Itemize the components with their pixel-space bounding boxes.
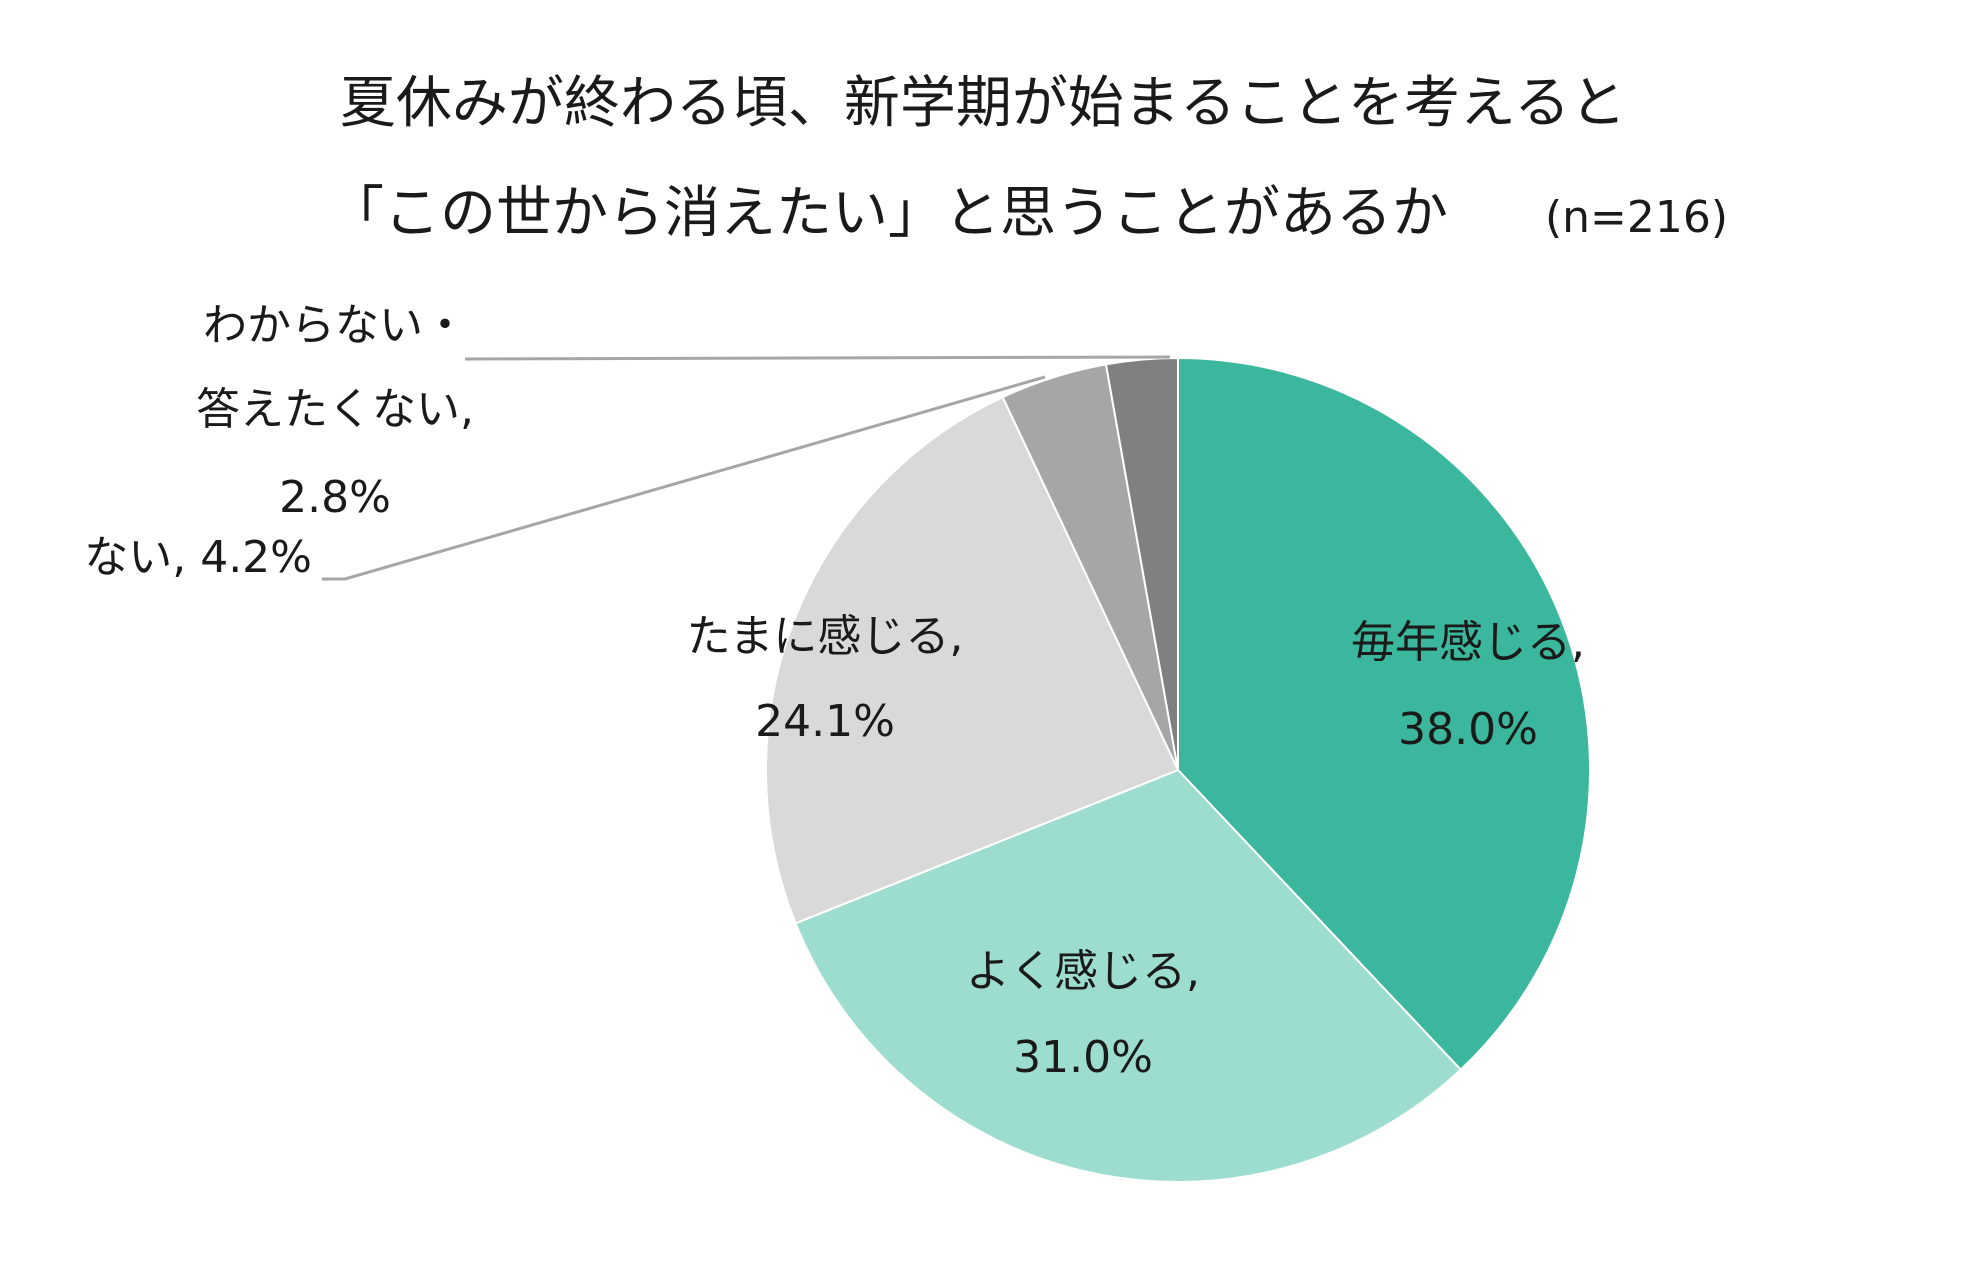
slice-label-maitoshi: 毎年感じる, xyxy=(1351,617,1585,668)
slice-percent-maitoshi: 38.0% xyxy=(1398,704,1538,755)
pie-slice-yoku xyxy=(794,768,1463,1183)
pie-slice-tamani xyxy=(765,395,1180,925)
slice-label-nai: ない, 4.2% xyxy=(84,532,312,583)
chart-title-line1: 夏休みが終わる頃、新学期が始まることを考えると xyxy=(340,71,1626,136)
slice-label-wakaranai-line1: わからない・ xyxy=(203,300,467,351)
leader-line-wakaranai xyxy=(464,355,1171,361)
pie-slices xyxy=(765,356,1591,1183)
slice-label-tamani: たまに感じる, xyxy=(687,611,964,662)
chart-title-line2: 「この世から消えたい」と思うことがあるか xyxy=(328,181,1448,246)
slice-percent-yoku: 31.0% xyxy=(1013,1032,1153,1083)
slice-label-wakaranai-line2: 答えたくない, xyxy=(196,384,474,435)
pie-slice-wakaranai xyxy=(1104,356,1179,771)
pie-slice-maitoshi xyxy=(1177,356,1591,1072)
chart-title-note: (n=216) xyxy=(1545,192,1728,243)
leader-line-nai xyxy=(322,375,1046,581)
slice-percent-wakaranai: 2.8% xyxy=(279,472,391,523)
slice-percent-tamani: 24.1% xyxy=(755,696,895,747)
slice-label-yoku: よく感じる, xyxy=(966,946,1200,997)
